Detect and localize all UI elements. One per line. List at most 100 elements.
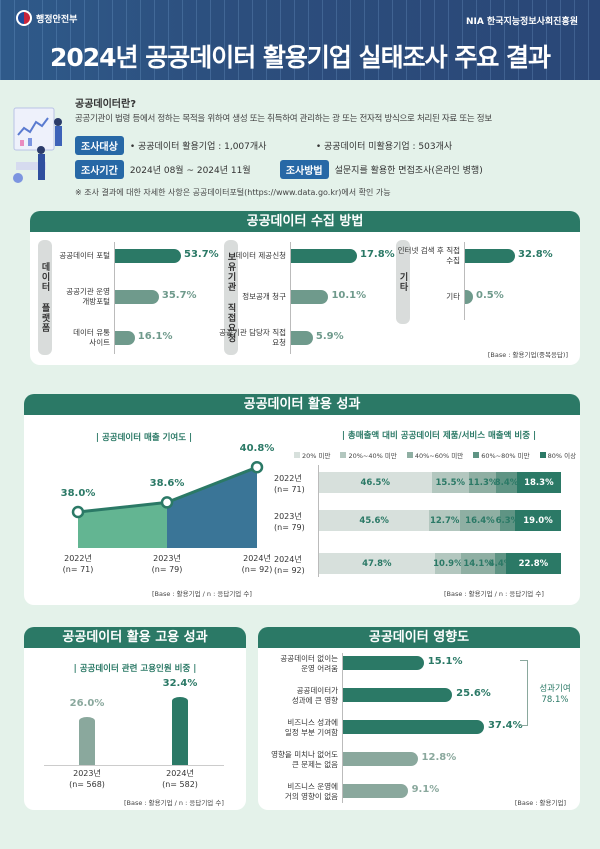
survey-period: 2024년 08월 ~ 2024년 11월	[129, 166, 251, 176]
employment-panel: | 공공데이터 관련 고용인원 비중 | [Base : 활용기업 / n : …	[24, 648, 246, 810]
stacked-segment: 12.7%	[429, 510, 461, 531]
area-segment-2023-2024	[167, 467, 257, 548]
legend-label: 60%~80% 미만	[481, 452, 530, 460]
stacked-segment: 10.9%	[433, 553, 463, 574]
value-label: 16.1%	[137, 331, 173, 342]
data-analysis-illustration-icon	[13, 107, 62, 183]
data-point	[250, 460, 264, 474]
segment-label: 19.0%	[523, 515, 553, 526]
x-tick-label: 2024년 (n= 582)	[162, 769, 198, 789]
category-label: 영향을 미치나 없어도 큰 문제는 없음	[271, 750, 338, 769]
category-label: 2023년 (n= 79)	[274, 512, 305, 532]
legend-swatch	[340, 452, 347, 458]
base-note: [Base : 활용기업 / n : 응답기업 수]	[152, 590, 252, 598]
legend-label: 80% 이상	[547, 452, 577, 460]
stacked-segment: 4.4%	[488, 553, 513, 574]
value-label: 5.9%	[315, 331, 344, 342]
legend-item: 40%~60% 미만	[406, 450, 463, 460]
segment-label: 47.8%	[362, 558, 392, 569]
taegeuk-icon	[16, 10, 32, 26]
stacked-segment: 19.0%	[515, 510, 561, 531]
segment-label: 45.6%	[359, 515, 389, 526]
x-tick-label: 2023년 (n= 568)	[69, 769, 105, 789]
value-label: 10.1%	[331, 290, 367, 301]
x-tick-label: 2022년 (n= 71)	[62, 554, 94, 574]
category-label: 공공데이터 포털	[59, 251, 110, 260]
bar	[291, 249, 357, 263]
category-label: 기타	[446, 292, 460, 301]
bar	[115, 331, 135, 345]
segment-label: 46.5%	[360, 477, 391, 488]
segment-label: 18.3%	[524, 477, 554, 488]
data-label: 38.6%	[149, 478, 185, 490]
segment-label: 22.8%	[518, 558, 549, 569]
segment-label: 8.4%	[494, 477, 519, 488]
value-label: 25.6%	[456, 688, 491, 699]
target-nonusers: • 공공데이터 미활용기업 : 503개사	[315, 142, 453, 152]
survey-period-row: 조사기간 2024년 08월 ~ 2024년 11월 조사방법 설문지를 활용한…	[75, 160, 483, 179]
category-label: 비즈니스 성과에 일정 부분 기여함	[284, 718, 338, 737]
data-point	[160, 496, 174, 509]
bar	[465, 290, 473, 304]
axis-line	[44, 765, 224, 766]
bar	[291, 290, 329, 304]
definition-heading: 공공데이터란?	[75, 99, 137, 110]
ministry-name: 행정안전부	[36, 14, 78, 25]
category-label: 공공데이터가 성과에 큰 영향	[291, 686, 338, 705]
data-label: 40.8%	[239, 443, 275, 455]
definition-text: 공공기관이 법령 등에서 정하는 목적을 위하여 생성 또는 취득하여 관리하는…	[75, 114, 492, 124]
value-label: 37.4%	[487, 720, 523, 731]
stacked-segment: 16.4%	[460, 510, 500, 531]
category-label: 공공기관 담당자 직접 요청	[219, 328, 286, 347]
category-label: 공공기관 운영 개방포털	[66, 287, 110, 306]
legend-swatch	[406, 452, 413, 458]
base-note: [Base : 활용기업 / n : 응답기업 수]	[444, 590, 544, 598]
page-title: 2024년 공공데이터 활용기업 실태조사 주요 결과	[49, 43, 551, 72]
bracket	[520, 660, 528, 726]
category-label: 공공데이터 없이는 운영 어려움	[280, 654, 338, 673]
portal-note: ※ 조사 결과에 대한 자세한 사항은 공공데이터포털(https://www.…	[75, 188, 391, 197]
axis-line	[114, 242, 115, 354]
stacked-segment: 47.8%	[319, 553, 435, 574]
legend-item: 60%~80% 미만	[473, 450, 530, 460]
section-performance-title: 공공데이터 활용 성과	[24, 394, 580, 415]
header-banner: 행정안전부 NIA 한국지능정보사회진흥원 2024년 공공데이터 활용기업 실…	[0, 0, 600, 80]
axis-line	[290, 242, 291, 354]
stacked-segment: 45.6%	[319, 510, 430, 531]
bar	[115, 290, 159, 304]
revenue-share-subtitle: | 총매출액 대비 공공데이터 제품/서비스 매출액 비중 |	[341, 431, 537, 441]
legend: 20% 미만 20%~40% 미만 40%~60% 미만 60%~80% 미만 80% …	[294, 450, 576, 460]
legend-label: 20%~40% 미만	[348, 452, 397, 460]
category-label: 비즈니스 운영에 거의 영향이 없음	[284, 782, 338, 801]
section-impact-title: 공공데이터 영향도	[258, 627, 580, 648]
segment-label: 15.5%	[435, 477, 466, 488]
legend-item: 20% 미만	[294, 450, 330, 460]
legend-swatch	[294, 452, 300, 458]
stacked-segment: 18.3%	[516, 472, 561, 493]
base-note: [Base : 활용기업(중복응답)]	[487, 351, 568, 359]
axis-line	[464, 242, 465, 320]
legend-swatch	[473, 452, 480, 458]
value-label: 15.1%	[427, 656, 463, 667]
survey-target-tag: 조사대상	[75, 136, 124, 155]
collection-method-panel: [Base : 활용기업(중복응답)] 데이터 플랫폼 공공데이터 포털 53.7%…	[30, 232, 580, 365]
segment-label: 4.4%	[488, 558, 513, 569]
survey-target-row: 조사대상 • 공공데이터 활용기업 : 1,007개사 • 공공데이터 미활용기…	[75, 136, 452, 155]
value-label: 12.8%	[421, 752, 457, 763]
segment-label: 10.9%	[433, 558, 463, 569]
survey-method-tag: 조사방법	[279, 160, 329, 179]
stacked-segment: 6.3%	[496, 510, 519, 531]
stacked-segment: 22.8%	[505, 553, 561, 574]
value-label: 32.8%	[518, 249, 553, 260]
legend-swatch	[539, 452, 546, 458]
target-users: • 공공데이터 활용기업 : 1,007개사	[129, 142, 267, 152]
bar	[343, 784, 408, 798]
x-tick-label: 2024년 (n= 92)	[241, 554, 273, 574]
category-label: 2022년 (n= 71)	[274, 474, 305, 494]
stacked-segment: 14.1%	[461, 553, 496, 574]
segment-label: 12.7%	[429, 515, 460, 526]
category-label: 2024년 (n= 92)	[274, 555, 305, 575]
impact-panel: [Base : 활용기업] 공공데이터 없이는 운영 어려움 15.1% 공공데이터가…	[258, 648, 580, 810]
bar	[291, 331, 313, 345]
survey-method: 설문지를 활용한 면접조사(온라인 병행)	[334, 166, 483, 176]
